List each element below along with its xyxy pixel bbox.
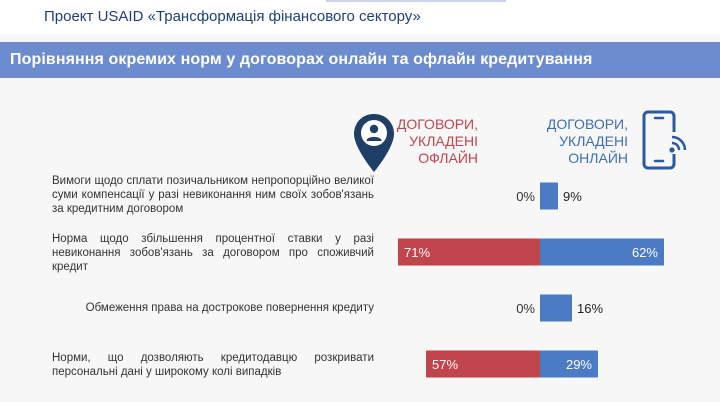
offline-value-label: 0% xyxy=(516,189,535,204)
category-label: Обмеження права на дострокове повернення… xyxy=(85,302,374,314)
category-label: Вимоги щодо сплати позичальником непропо… xyxy=(52,175,374,215)
smartphone-wifi-icon xyxy=(642,110,689,170)
offline-value-label: 57% xyxy=(432,357,458,372)
title-banner: Порівняння окремих норм у договорах онла… xyxy=(0,42,720,78)
project-title: Проект USAID «Трансформація фінансового … xyxy=(44,8,421,25)
offline-column-header: ДОГОВОРИ, УКЛАДЕНІ ОФЛАЙН xyxy=(396,116,478,166)
slide-title: Порівняння окремих норм у договорах онла… xyxy=(10,51,593,68)
online-bar xyxy=(540,350,598,378)
category-label: Норми, що дозволяють кредитодавцю розкри… xyxy=(52,352,374,378)
offline-value-label: 0% xyxy=(516,301,535,316)
map-pin-person-icon xyxy=(354,114,394,172)
offline-bar xyxy=(398,238,540,266)
offline-bar xyxy=(426,350,540,378)
category-label: Норма щодо збільшення процентної ставки … xyxy=(52,233,374,273)
online-value-label: 9% xyxy=(563,189,582,204)
header-accent-line xyxy=(326,0,506,2)
online-value-label: 29% xyxy=(566,357,592,372)
top-header: Проект USAID «Трансформація фінансового … xyxy=(0,0,720,34)
offline-value-label: 71% xyxy=(404,245,430,260)
online-bar xyxy=(540,294,572,322)
online-column-header: ДОГОВОРИ, УКЛАДЕНІ ОНЛАЙН xyxy=(546,116,628,166)
online-bar xyxy=(540,182,558,210)
online-bar xyxy=(540,238,664,266)
online-value-label: 16% xyxy=(577,301,603,316)
online-value-label: 62% xyxy=(632,245,658,260)
